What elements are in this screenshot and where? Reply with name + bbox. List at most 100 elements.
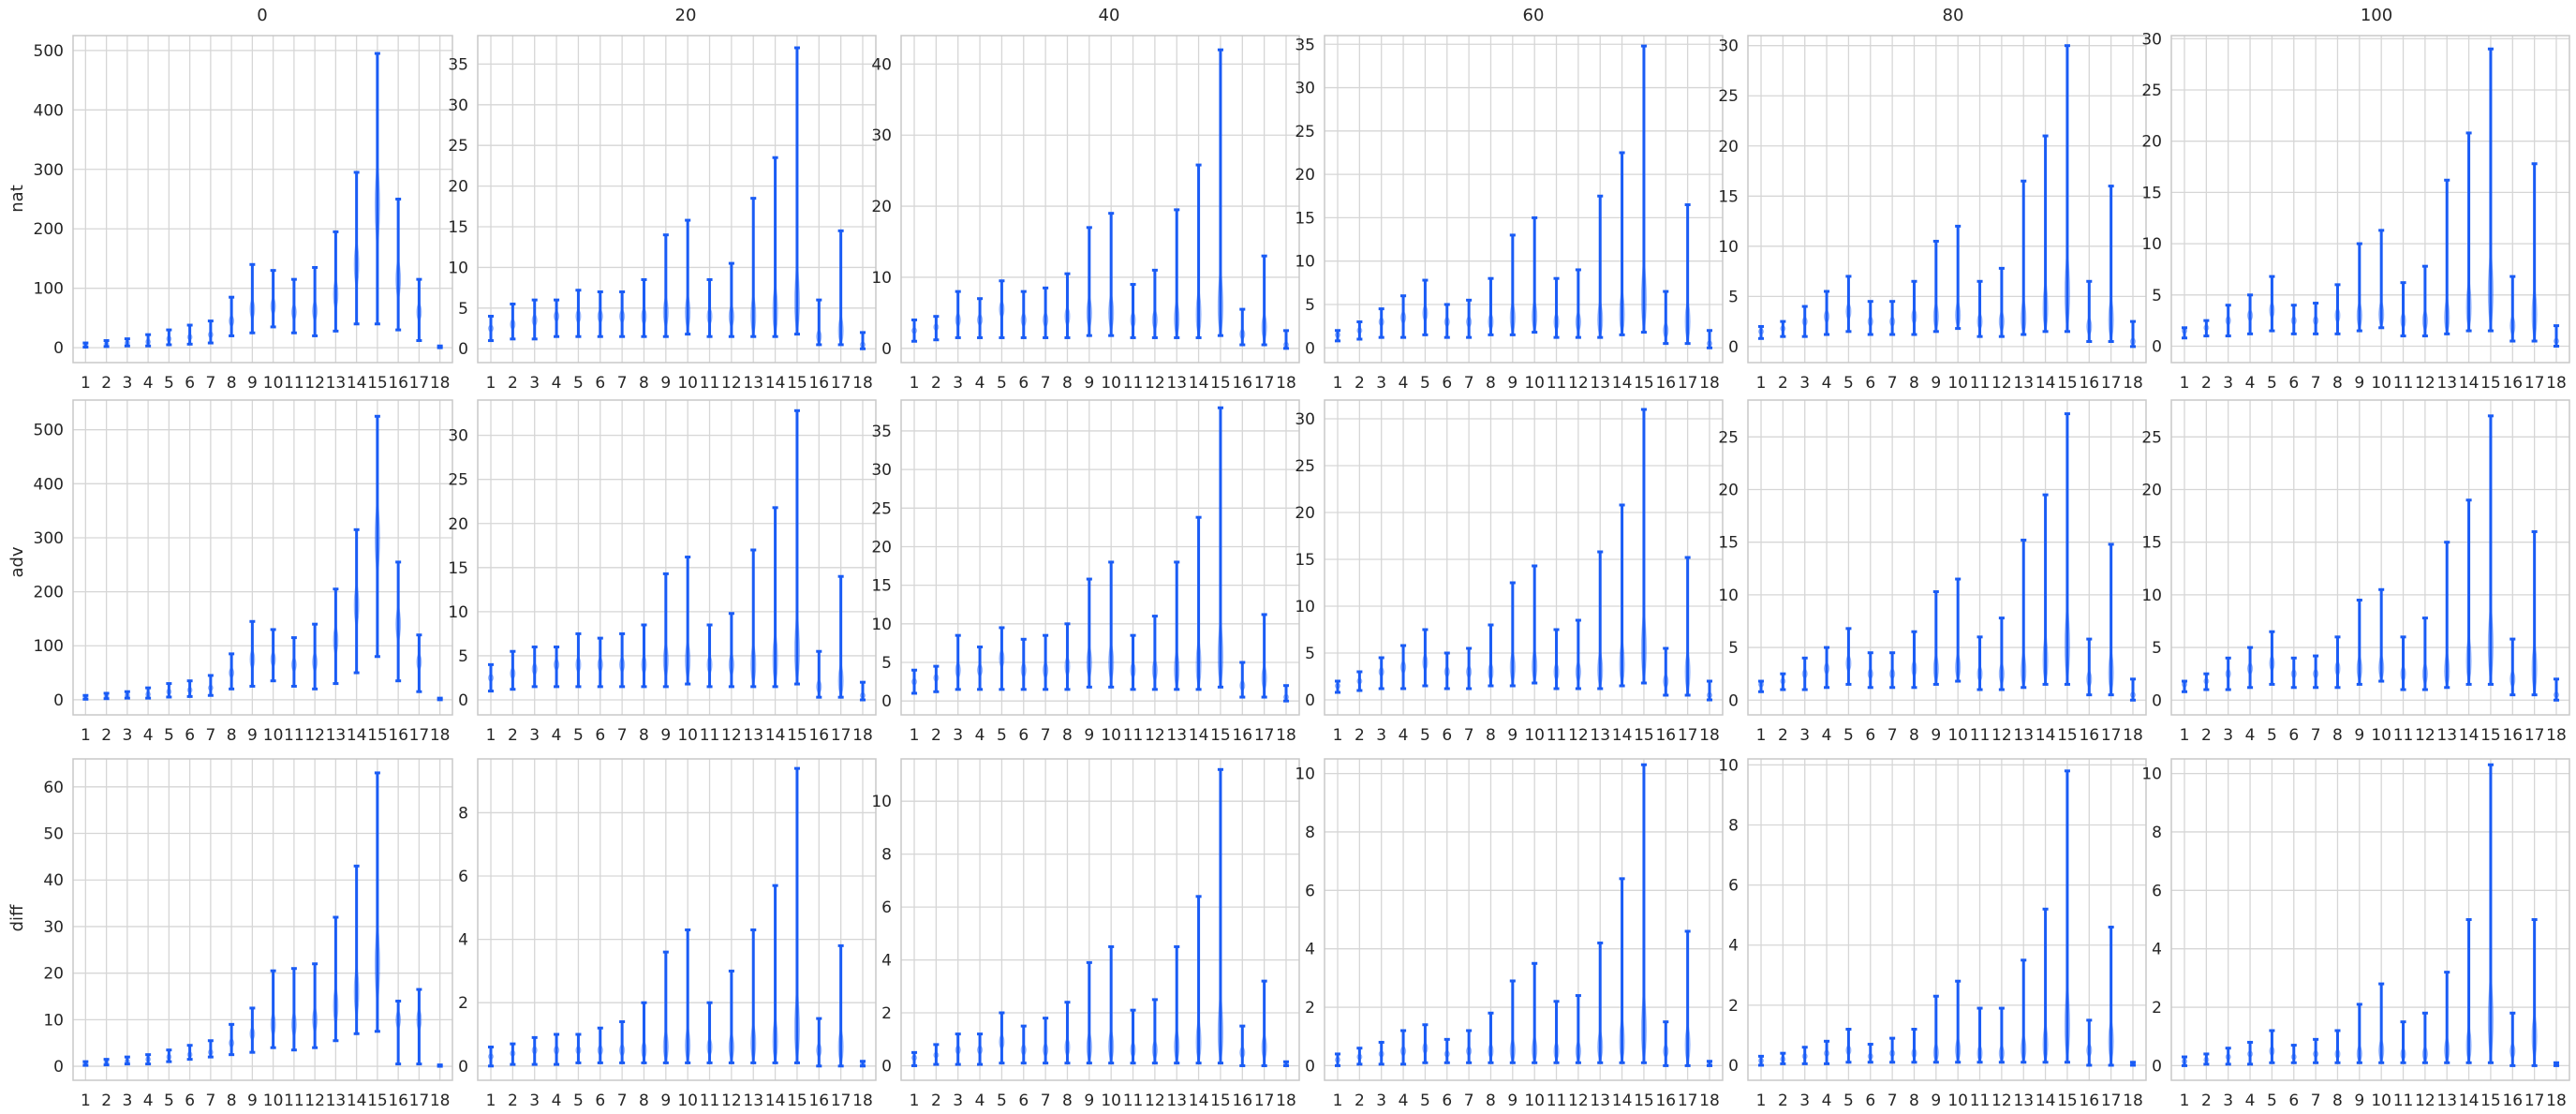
y-tick-label: 500	[34, 42, 64, 61]
x-tick-label: 9	[1507, 1092, 1517, 1110]
x-tick-label: 7	[617, 1092, 628, 1110]
x-tick-label: 4	[1822, 1092, 1832, 1110]
axes-frame	[2170, 35, 2570, 364]
x-tick-label: 5	[164, 726, 174, 745]
x-tick-label: 14	[765, 374, 786, 393]
x-tick-label: 13	[326, 1092, 347, 1110]
x-tick-label: 17	[831, 374, 851, 393]
violin-13	[1597, 941, 1604, 1064]
x-tick-label: 14	[765, 1092, 786, 1110]
violin-11	[706, 1001, 713, 1064]
violin-4	[1824, 646, 1830, 690]
violin-11	[1130, 283, 1136, 339]
violin-8	[1064, 1001, 1071, 1065]
violin-6	[597, 636, 603, 689]
violin-11	[1553, 276, 1560, 339]
x-tick-label: 16	[2079, 726, 2099, 745]
x-tick-label: 18	[1699, 374, 1720, 393]
violin-2	[510, 1042, 516, 1066]
x-tick-label: 2	[2201, 374, 2212, 393]
violin-2	[510, 302, 516, 341]
violin-4	[1824, 1039, 1830, 1065]
violin-12	[1151, 998, 1158, 1065]
violin-5	[575, 289, 582, 338]
axes-frame	[1747, 35, 2147, 364]
violin-7	[1889, 651, 1896, 690]
violin-11	[2400, 635, 2406, 691]
x-tick-label: 11	[1970, 1092, 1991, 1110]
x-tick-label: 11	[1123, 1092, 1144, 1110]
x-tick-label: 10	[677, 374, 698, 393]
y-tick-label: 0	[881, 1057, 892, 1076]
x-tick-label: 9	[1084, 726, 1094, 745]
violin-14	[353, 171, 360, 326]
y-tick-label: 10	[448, 259, 468, 277]
x-tick-label: 11	[700, 726, 720, 745]
y-tick-label: 30	[448, 427, 468, 446]
violin-14	[772, 506, 778, 689]
x-tick-label: 15	[2480, 374, 2501, 393]
y-tick-label: 5	[458, 647, 468, 666]
violin-14	[772, 884, 778, 1064]
violin-2	[1780, 1051, 1786, 1065]
x-tick-label: 2	[101, 374, 111, 393]
x-tick-label: 3	[2223, 1092, 2233, 1110]
x-tick-label: 3	[953, 1092, 963, 1110]
x-tick-label: 16	[2502, 726, 2523, 745]
violin-8	[2334, 283, 2341, 335]
x-tick-label: 5	[573, 374, 584, 393]
x-tick-label: 2	[508, 726, 518, 745]
x-tick-label: 17	[1678, 1092, 1698, 1110]
x-tick-label: 4	[2245, 374, 2256, 393]
x-tick-label: 3	[953, 374, 963, 393]
violin-8	[229, 295, 235, 337]
violin-2	[933, 315, 940, 342]
violin-4	[977, 297, 984, 339]
x-tick-label: 6	[595, 1092, 605, 1110]
violin-7	[2313, 1037, 2319, 1064]
violin-12	[1575, 618, 1581, 691]
y-tick-label: 8	[1305, 824, 1315, 842]
violin-16	[2086, 1018, 2093, 1067]
violin-6	[1443, 651, 1450, 691]
x-tick-label: 2	[1355, 1092, 1365, 1110]
violin-6	[1020, 637, 1027, 691]
x-tick-label: 9	[1507, 374, 1517, 393]
violin-2	[510, 649, 516, 691]
violin-5	[1845, 1028, 1852, 1064]
y-tick-label: 200	[34, 220, 64, 239]
x-tick-label: 7	[1464, 726, 1474, 745]
x-tick-label: 9	[2354, 1092, 2364, 1110]
x-tick-label: 16	[808, 1092, 829, 1110]
axes-frame	[477, 35, 877, 364]
y-tick-label: 30	[1295, 80, 1315, 98]
x-tick-label: 10	[1947, 1092, 1968, 1110]
violin-9	[2356, 599, 2362, 686]
violin-10	[685, 556, 691, 686]
violin-14	[2465, 918, 2472, 1064]
x-tick-label: 11	[2393, 1092, 2414, 1110]
y-tick-label: 20	[871, 538, 892, 557]
violin-1	[487, 315, 495, 343]
x-tick-label: 2	[101, 726, 111, 745]
x-tick-label: 15	[1210, 1092, 1231, 1110]
x-tick-label: 2	[931, 1092, 941, 1110]
x-tick-label: 11	[2393, 726, 2414, 745]
violin-15	[793, 408, 800, 686]
x-tick-label: 18	[1276, 726, 1296, 745]
violin-14	[2042, 493, 2049, 686]
x-tick-label: 13	[2013, 726, 2034, 745]
violin-12	[2421, 616, 2428, 691]
x-tick-label: 13	[1166, 1092, 1187, 1110]
violin-6	[1443, 303, 1450, 339]
y-tick-label: 6	[2152, 882, 2162, 900]
gridlines	[1748, 759, 2146, 1080]
x-tick-label: 8	[639, 726, 649, 745]
x-tick-label: 11	[1547, 374, 1567, 393]
x-tick-label: 4	[1399, 374, 1409, 393]
x-tick-label: 13	[1166, 374, 1187, 393]
violin-10	[1108, 560, 1115, 689]
violin-7	[207, 674, 214, 697]
